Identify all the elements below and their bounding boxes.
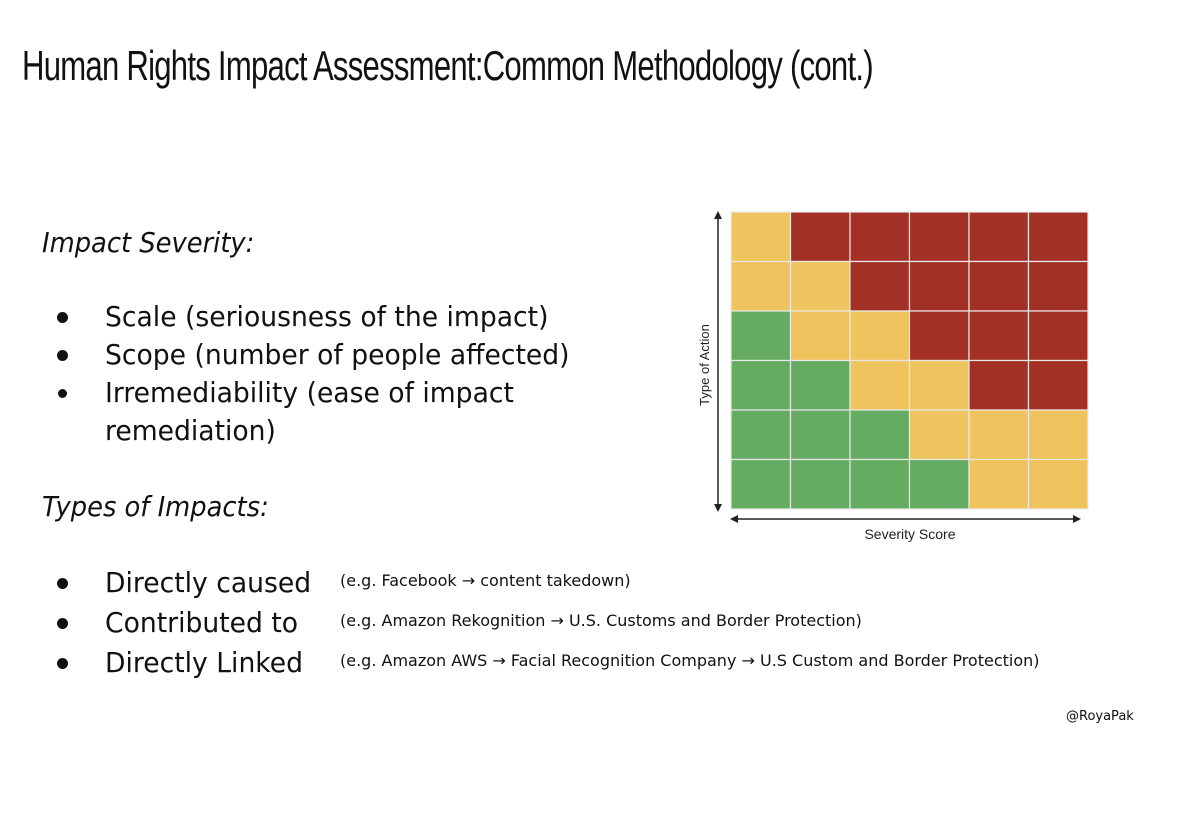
y-axis-label: Type of Action: [697, 324, 712, 406]
list-item-contributed-to: Contributed to (e.g. Amazon Rekognition …: [0, 604, 862, 644]
slide-title: Human Rights Impact Assessment:Common Me…: [22, 42, 874, 89]
matrix-cell-red: [968, 359, 1030, 411]
matrix-cell-yellow: [789, 310, 851, 362]
matrix-cell-green: [849, 458, 911, 510]
matrix-cell-red: [908, 310, 970, 362]
matrix-cell-yellow: [789, 260, 851, 312]
list-item-text: Directly Linked: [105, 646, 304, 679]
matrix-cell-green: [730, 409, 792, 461]
example-text: (e.g. Amazon AWS → Facial Recognition Co…: [340, 651, 1040, 670]
matrix-cells: [730, 211, 1089, 510]
list-item-irremediability: Irremediability (ease of impact remediat…: [0, 374, 594, 450]
matrix-cell-yellow: [968, 409, 1030, 461]
list-item-scale: Scale (seriousness of the impact): [0, 298, 594, 336]
matrix-cell-yellow: [730, 260, 792, 312]
list-item-text: Scale (seriousness of the impact): [105, 300, 549, 333]
list-item-directly-caused: Directly caused (e.g. Facebook → content…: [0, 564, 631, 604]
list-item-continuation: remediation): [105, 414, 276, 447]
matrix-cell-yellow: [1027, 409, 1089, 461]
matrix-cell-yellow: [730, 211, 792, 263]
matrix-cell-green: [730, 310, 792, 362]
matrix-cell-yellow: [1027, 458, 1089, 510]
matrix-cell-green: [789, 458, 851, 510]
matrix-cell-green: [730, 458, 792, 510]
bullet-icon: [57, 350, 68, 361]
example-text: (e.g. Amazon Rekognition → U.S. Customs …: [340, 611, 862, 630]
list-item-text: Irremediability (ease of impact: [105, 376, 514, 409]
matrix-cell-yellow: [908, 409, 970, 461]
list-item-text: Scope (number of people affected): [105, 338, 570, 371]
matrix-cell-red: [1027, 260, 1089, 312]
author-credit: @RoyaPak: [1066, 709, 1134, 724]
example-text: (e.g. Facebook → content takedown): [340, 571, 631, 590]
matrix-cell-red: [849, 211, 911, 263]
matrix-cell-green: [789, 359, 851, 411]
matrix-cell-green: [849, 409, 911, 461]
matrix-cell-red: [968, 310, 1030, 362]
list-item-text: Directly caused: [105, 566, 312, 599]
impact-severity-heading: Impact Severity:: [42, 226, 255, 259]
list-item-directly-linked: Directly Linked (e.g. Amazon AWS → Facia…: [0, 644, 1040, 684]
matrix-cell-red: [968, 211, 1030, 263]
matrix-cell-green: [908, 458, 970, 510]
matrix-cell-red: [908, 260, 970, 312]
matrix-cell-red: [849, 260, 911, 312]
matrix-cell-red: [1027, 310, 1089, 362]
bullet-icon: [57, 658, 68, 669]
list-item-text: Contributed to: [105, 606, 299, 639]
matrix-cell-red: [1027, 359, 1089, 411]
matrix-cell-red: [908, 211, 970, 263]
risk-matrix: Type of Action Severity Score: [690, 205, 1100, 550]
impact-severity-list: Scale (seriousness of the impact) Scope …: [0, 298, 594, 450]
bullet-icon: [57, 618, 68, 629]
bullet-icon: [57, 578, 68, 589]
types-of-impacts-list: Directly caused (e.g. Facebook → content…: [0, 564, 1040, 684]
matrix-cell-yellow: [849, 310, 911, 362]
bullet-icon: [57, 312, 68, 323]
matrix-cell-red: [789, 211, 851, 263]
types-of-impacts-heading: Types of Impacts:: [42, 490, 269, 523]
matrix-cell-yellow: [968, 458, 1030, 510]
x-axis-arrow: [730, 515, 1081, 523]
y-axis-arrow: [714, 211, 722, 512]
matrix-cell-yellow: [849, 359, 911, 411]
matrix-cell-red: [1027, 211, 1089, 263]
matrix-cell-green: [730, 359, 792, 411]
risk-matrix-chart: Type of Action Severity Score: [697, 211, 1089, 542]
matrix-cell-red: [968, 260, 1030, 312]
list-item-scope: Scope (number of people affected): [0, 336, 594, 374]
matrix-cell-green: [789, 409, 851, 461]
matrix-cell-yellow: [908, 359, 970, 411]
x-axis-label: Severity Score: [864, 526, 955, 542]
bullet-icon: [58, 389, 67, 398]
